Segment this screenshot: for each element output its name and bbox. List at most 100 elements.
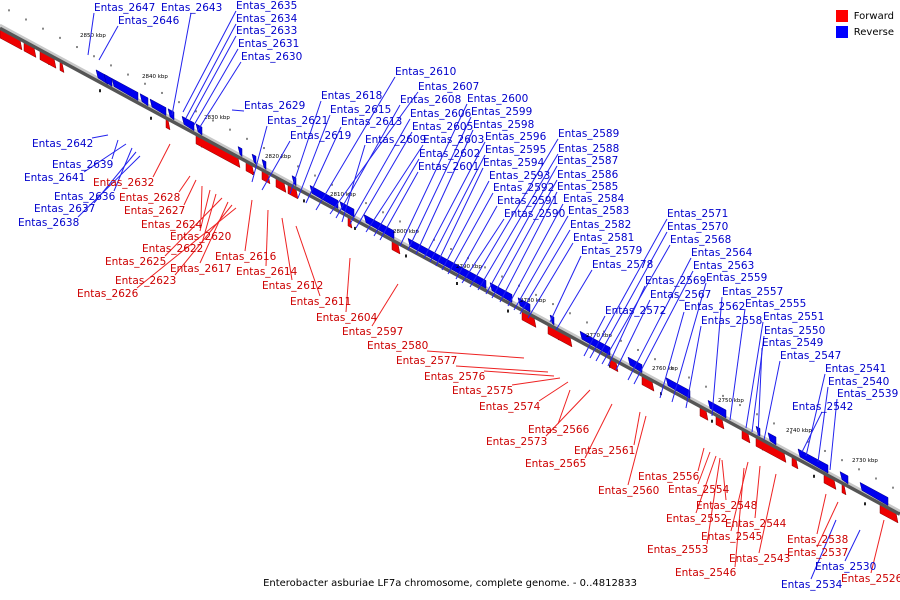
leader-line (469, 138, 559, 288)
scatter-dot (739, 404, 741, 407)
gene-label: Entas_2614 (236, 266, 298, 278)
leader-line (805, 373, 826, 457)
leader-line (455, 205, 498, 280)
gene-label: Entas_2526 (841, 573, 900, 585)
axis-tick-label: 2830 kbp (204, 115, 230, 121)
gene-label: Entas_2631 (238, 38, 299, 50)
leader-line (345, 257, 351, 313)
leader-line (289, 100, 322, 195)
gene-label: Entas_2546 (675, 567, 737, 579)
reverse-gene-arrow (839, 471, 849, 485)
leader-line (583, 315, 606, 357)
gene-label: Entas_2557 (722, 286, 783, 298)
leader-line (697, 447, 705, 472)
leader-line (435, 167, 484, 267)
gene-label: Entas_2581 (573, 232, 634, 244)
scatter-dot (807, 440, 809, 443)
reverse-gene-arrow (251, 153, 257, 165)
leader-line (77, 155, 141, 218)
leader-line (136, 207, 237, 289)
leader-line (429, 154, 486, 263)
gene-label: Entas_2623 (115, 275, 176, 287)
gene-label: Entas_2626 (77, 288, 139, 300)
gene-label: Entas_2601 (418, 161, 479, 173)
forward-swatch (835, 10, 848, 22)
gene-label: Entas_2556 (638, 471, 700, 483)
leader-line (555, 269, 593, 331)
gene-label: Entas_2569 (645, 275, 706, 287)
gene-label: Entas_2540 (828, 376, 889, 388)
gene-label: Entas_2604 (316, 312, 378, 324)
gene-label: Entas_2538 (787, 534, 848, 546)
scatter-dot (484, 266, 486, 269)
gene-label: Entas_2590 (504, 208, 565, 220)
leader-line (341, 144, 366, 223)
gene-label: Entas_2627 (124, 205, 185, 217)
leader-line (817, 386, 829, 463)
gene-label: Entas_2643 (161, 2, 222, 14)
scatter-dot (586, 321, 588, 324)
gene-label: Entas_2608 (400, 94, 461, 106)
gene-label: Entas_2611 (290, 296, 351, 308)
scatter-dot (535, 293, 537, 296)
legend-reverse-label: Reverse (853, 26, 894, 38)
leader-line (513, 215, 569, 311)
leader-line (261, 140, 291, 191)
scatter-dot (161, 91, 163, 94)
reverse-gene-arrow (237, 146, 243, 158)
leader-line (477, 153, 559, 291)
gene-label: Entas_2591 (497, 195, 558, 207)
scatter-dot (405, 254, 407, 258)
leader-line (171, 12, 192, 116)
gene-label: Entas_2635 (236, 0, 297, 12)
scatter-dot (297, 165, 299, 168)
gene-label: Entas_2576 (424, 371, 486, 383)
scatter-dot (688, 376, 690, 379)
leader-line (485, 165, 558, 295)
gene-label: Entas_2573 (486, 436, 547, 448)
reverse-gene-arrow (261, 158, 267, 171)
genome-caption: Enterobacter asburiae LF7a chromosome, c… (263, 578, 637, 589)
scatter-dot (76, 46, 78, 49)
scatter-dot (382, 211, 384, 214)
leader-line (511, 377, 561, 386)
gene-label: Entas_2544 (725, 518, 787, 530)
leader-line (633, 411, 641, 446)
leader-line (399, 103, 468, 247)
gene-label: Entas_2606 (410, 108, 472, 120)
leader-line (197, 61, 242, 131)
gene-label: Entas_2617 (170, 263, 231, 275)
scatter-dot (569, 312, 571, 315)
axis-tick-label: 2740 kbp (786, 428, 812, 434)
leader-line (816, 493, 827, 535)
reverse-gene-arrow (517, 297, 531, 313)
gene-label: Entas_2603 (423, 134, 484, 146)
scatter-dot (790, 431, 792, 434)
gene-label: Entas_2574 (479, 401, 541, 413)
gene-label: Entas_2622 (142, 243, 203, 255)
leader-line (754, 465, 761, 519)
gene-label: Entas_2577 (396, 355, 457, 367)
gene-label: Entas_2564 (691, 247, 753, 259)
scatter-dot (756, 413, 758, 416)
scatter-dot (450, 248, 452, 250)
leader-line (295, 225, 321, 297)
leader-line (305, 126, 342, 204)
scatter-dot (8, 9, 10, 12)
gene-label: Entas_2567 (650, 289, 711, 301)
scatter-dot (875, 477, 877, 480)
scatter-dot (150, 116, 152, 120)
axis-tick-label: 2770 kbp (586, 333, 612, 339)
gene-label: Entas_2586 (557, 169, 619, 181)
axis-tick-label: 2780 kbp (520, 298, 546, 304)
leader-line (349, 118, 411, 225)
leader-line (335, 104, 401, 219)
scatter-dot (858, 468, 860, 471)
gene-label: Entas_2550 (764, 325, 825, 337)
leader-line (455, 365, 549, 373)
gene-label: Entas_2616 (215, 251, 277, 263)
axis-tick-label: 2850 kbp (80, 33, 106, 39)
leader-line (265, 209, 269, 267)
leader-line (519, 229, 571, 315)
gene-label: Entas_2545 (701, 531, 762, 543)
